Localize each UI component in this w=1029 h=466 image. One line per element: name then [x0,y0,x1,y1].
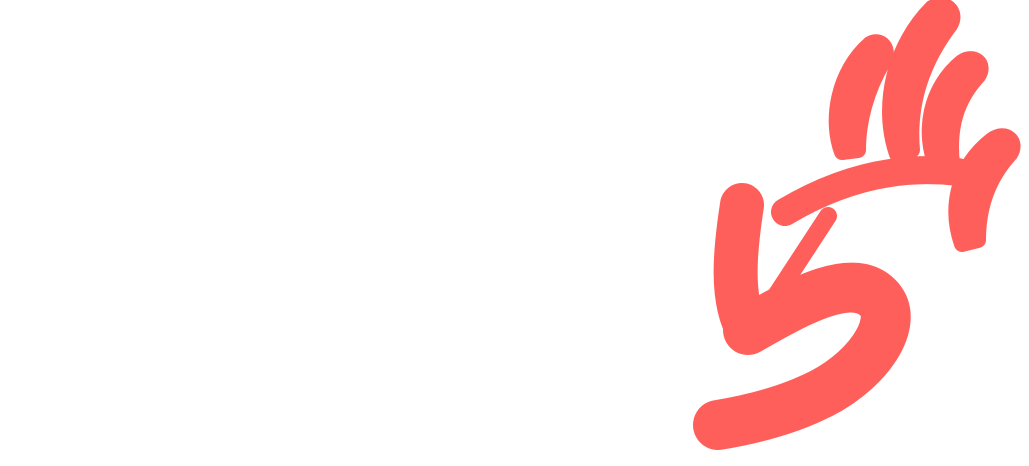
finger-stroke-4 [956,136,1012,244]
five-bowl-stroke [718,288,886,425]
finger-stroke-1 [837,42,886,152]
palm-stroke [785,170,958,212]
